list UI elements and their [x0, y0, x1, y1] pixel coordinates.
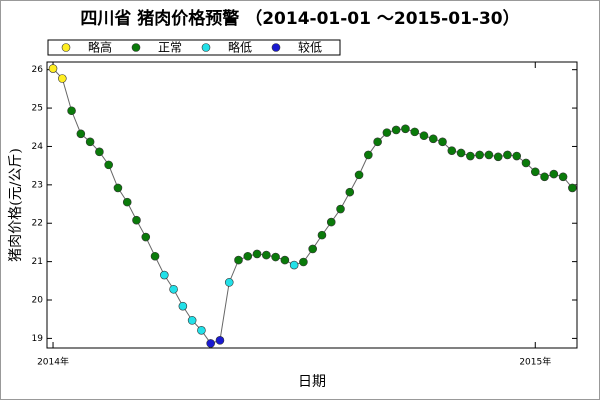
plot-frame: [46, 61, 578, 349]
price-point: [401, 124, 410, 134]
y-tick-label: 24: [32, 142, 44, 152]
price-point: [456, 148, 466, 158]
price-point: [354, 170, 364, 180]
price-point: [382, 128, 392, 137]
price-point: [345, 187, 355, 197]
price-point: [95, 147, 104, 157]
price-point: [503, 150, 512, 160]
price-point: [475, 150, 484, 160]
price-point: [336, 204, 345, 214]
y-tick-label: 21: [32, 257, 43, 267]
price-point: [521, 158, 531, 168]
price-point: [438, 137, 447, 147]
price-point: [289, 260, 299, 270]
price-point: [447, 146, 457, 155]
price-point: [530, 167, 540, 177]
price-point: [410, 127, 420, 137]
price-point: [224, 278, 234, 287]
price-point: [549, 169, 559, 179]
price-point: [419, 131, 429, 141]
legend-marker: [201, 43, 211, 52]
price-point: [169, 284, 178, 294]
price-point: [558, 172, 568, 182]
price-point: [150, 251, 160, 261]
price-point: [252, 249, 262, 259]
legend-label: 正常: [158, 41, 182, 55]
price-point: [113, 183, 123, 193]
price-point: [243, 251, 253, 261]
y-tick-label: 22: [32, 219, 43, 229]
price-point: [271, 252, 280, 262]
legend-marker: [271, 43, 281, 52]
price-point: [141, 232, 151, 242]
price-point: [373, 137, 382, 147]
price-point: [178, 301, 188, 311]
price-point: [540, 172, 549, 182]
y-tick-label: 26: [32, 65, 44, 75]
legend-box: [47, 39, 341, 56]
price-point: [493, 152, 503, 162]
price-point: [48, 64, 58, 73]
price-point: [206, 339, 215, 348]
price-point: [299, 257, 308, 267]
price-point: [234, 255, 243, 265]
y-tick-label: 19: [32, 334, 44, 344]
price-point: [85, 137, 95, 147]
price-point: [160, 270, 169, 280]
legend-marker: [61, 43, 71, 52]
price-point: [364, 150, 373, 160]
price-point: [104, 160, 113, 170]
y-axis-label: 猪肉价格(元/公斤): [8, 148, 24, 262]
price-point: [197, 326, 206, 335]
price-point: [187, 316, 197, 325]
price-point: [132, 215, 141, 225]
price-point: [308, 244, 317, 254]
x-tick-label: 2014年: [37, 356, 69, 368]
price-point: [391, 125, 401, 135]
price-point: [67, 106, 76, 116]
price-point: [326, 217, 336, 227]
price-point: [76, 129, 86, 139]
price-point: [512, 151, 522, 161]
x-tick-label: 2015年: [519, 356, 551, 368]
chart-title: 四川省 猪肉价格预警 （2014-01-01 ～2015-01-30）: [80, 8, 519, 29]
price-point: [484, 150, 494, 160]
price-point: [58, 74, 67, 83]
price-point: [262, 250, 271, 260]
price-point: [280, 255, 290, 265]
legend-label: 略高: [88, 40, 112, 55]
price-point: [568, 183, 577, 193]
x-axis-label: 日期: [298, 374, 326, 390]
price-point: [428, 134, 438, 144]
y-tick-label: 20: [32, 296, 44, 306]
y-tick-label: 23: [32, 180, 43, 190]
price-point: [122, 197, 132, 207]
legend-label: 较低: [298, 40, 322, 55]
legend-label: 略低: [228, 40, 252, 55]
y-tick-label: 25: [32, 104, 43, 114]
price-point: [317, 230, 327, 240]
price-point: [215, 336, 225, 345]
legend-marker: [131, 43, 141, 52]
price-point: [466, 151, 475, 161]
